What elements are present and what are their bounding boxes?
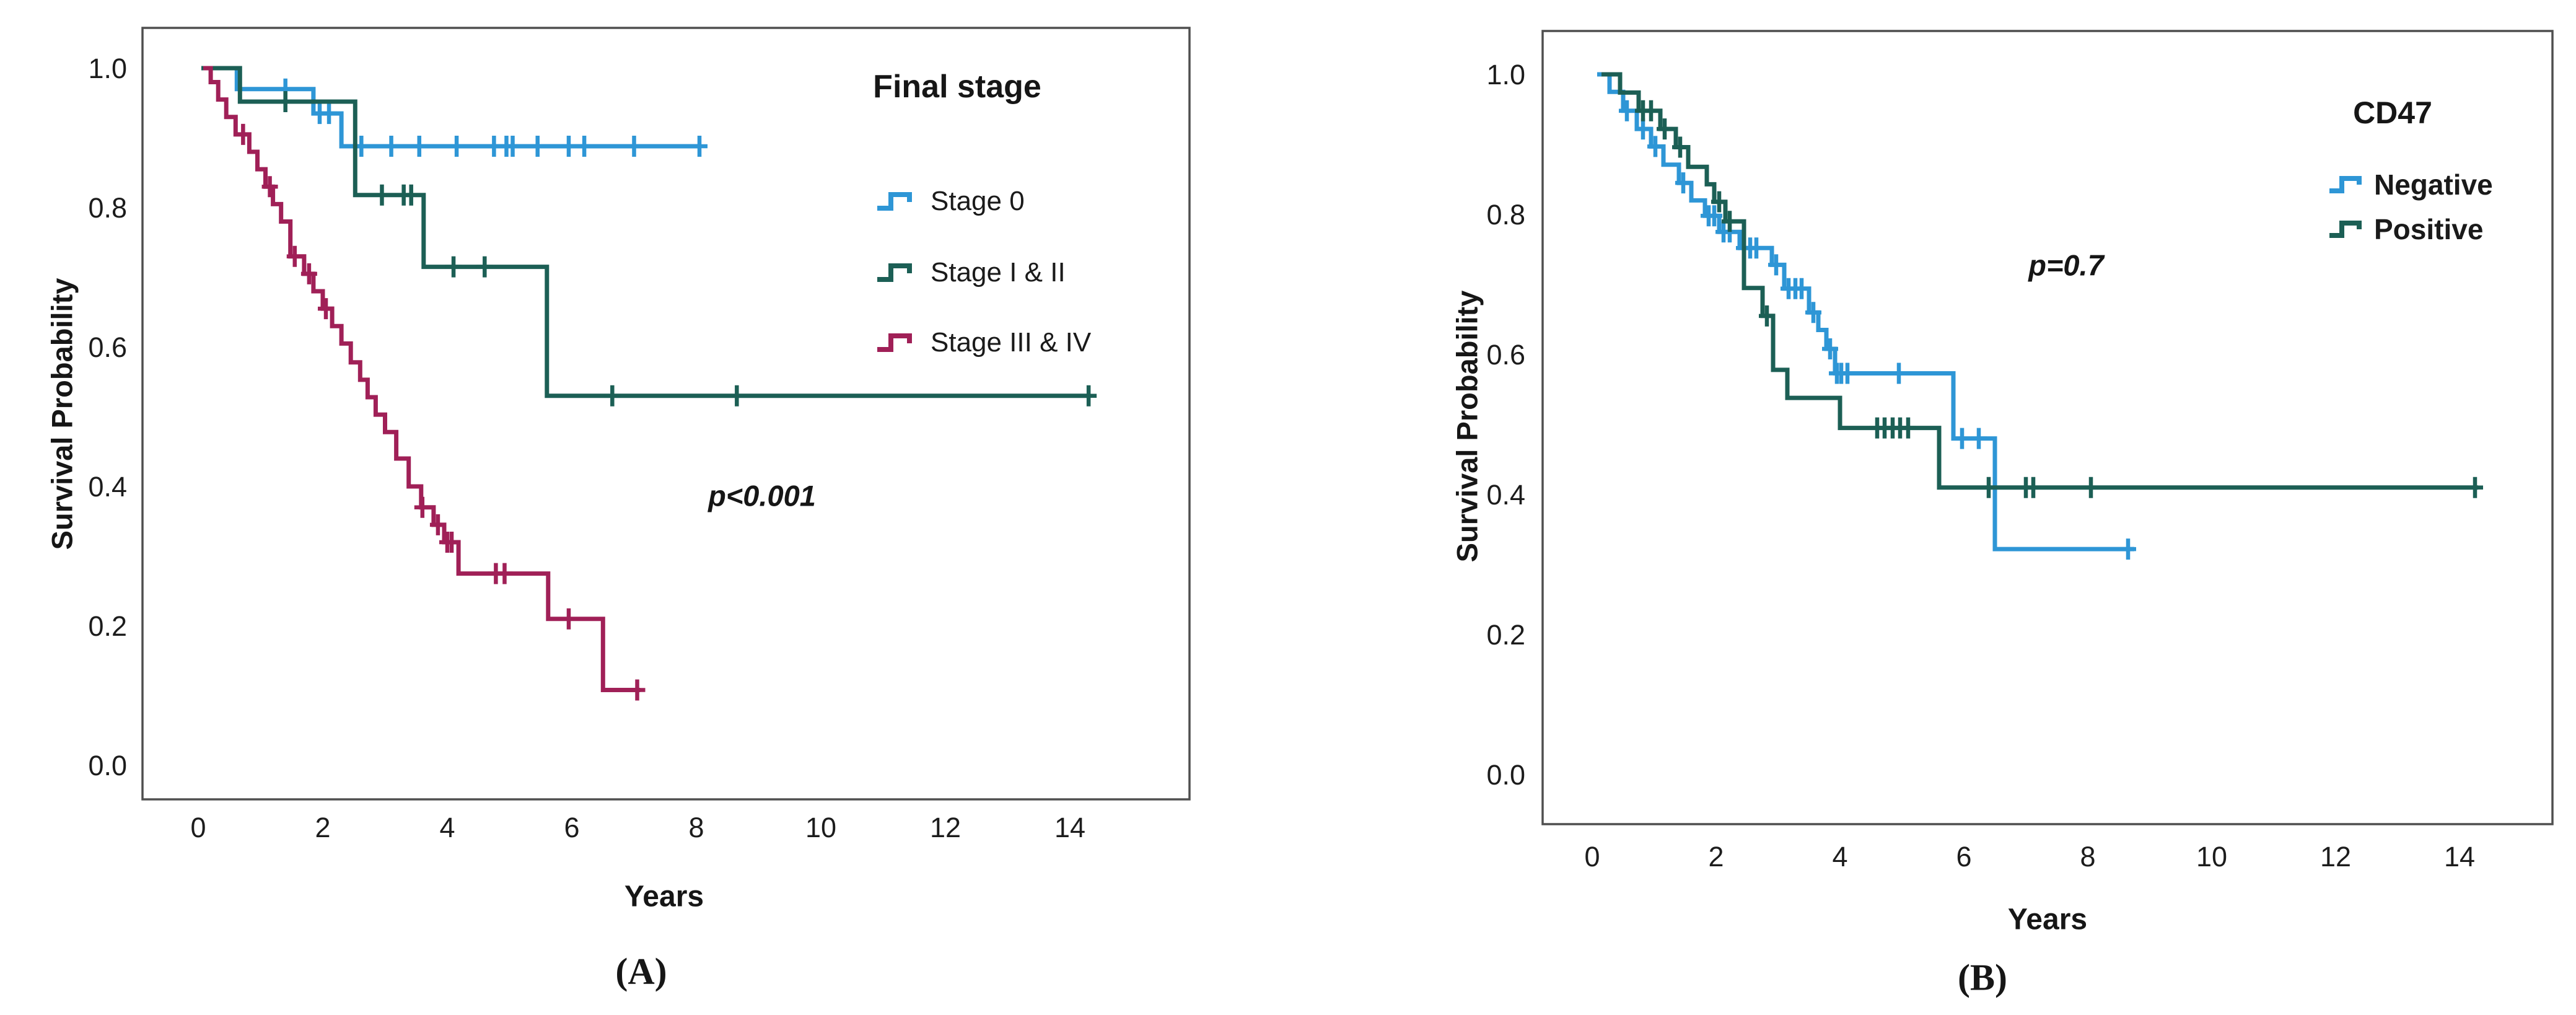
legend-item-stage-0: Stage 0 <box>875 186 1025 217</box>
legend-item-label: Stage 0 <box>931 186 1025 216</box>
svg-text:0.6: 0.6 <box>88 332 127 363</box>
svg-text:0.6: 0.6 <box>1486 339 1525 371</box>
panel-b-x-axis-title: Years <box>2007 903 2088 936</box>
panel-b-p-value: p=0.7 <box>2028 248 2104 282</box>
svg-text:8: 8 <box>2080 841 2095 872</box>
svg-text:0.0: 0.0 <box>88 750 127 781</box>
svg-text:14: 14 <box>2444 841 2475 872</box>
svg-text:0.0: 0.0 <box>1486 759 1525 791</box>
svg-text:0.8: 0.8 <box>1486 199 1525 231</box>
legend-item-negative: Negative <box>2327 168 2493 201</box>
panel-b-legend-title: CD47 <box>2353 95 2432 130</box>
legend-item-stage-3-4: Stage III & IV <box>875 327 1091 358</box>
step-line-icon <box>875 188 922 214</box>
svg-text:0.8: 0.8 <box>88 192 127 224</box>
step-line-icon <box>875 260 922 286</box>
legend-item-positive: Positive <box>2327 213 2483 246</box>
svg-text:2: 2 <box>315 812 330 843</box>
panel-a-x-axis-title: Years <box>624 880 704 913</box>
svg-text:1.0: 1.0 <box>88 53 127 84</box>
svg-text:0: 0 <box>1584 841 1600 872</box>
svg-text:14: 14 <box>1054 812 1085 843</box>
svg-text:0.4: 0.4 <box>88 471 127 503</box>
svg-text:4: 4 <box>1832 841 1847 872</box>
svg-text:10: 10 <box>2196 841 2227 872</box>
step-line-icon <box>2327 172 2370 197</box>
svg-text:2: 2 <box>1708 841 1724 872</box>
step-line-icon <box>2327 217 2370 242</box>
panel-a-legend-title: Final stage <box>873 69 1041 105</box>
legend-item-label: Negative <box>2374 169 2493 201</box>
svg-text:0: 0 <box>190 812 206 843</box>
legend-item-label: Positive <box>2374 213 2484 245</box>
legend-item-label: Stage III & IV <box>931 327 1092 358</box>
svg-text:12: 12 <box>2320 841 2351 872</box>
svg-text:1.0: 1.0 <box>1486 59 1525 90</box>
svg-text:6: 6 <box>564 812 579 843</box>
svg-text:6: 6 <box>1956 841 1971 872</box>
panel-b-y-axis-title: Survival Probability <box>1450 290 1484 563</box>
panel-b-caption: (B) <box>1958 957 2007 998</box>
step-line-icon <box>875 330 922 356</box>
svg-text:4: 4 <box>439 812 455 843</box>
panel-a-caption: (A) <box>615 951 667 992</box>
svg-text:0.2: 0.2 <box>1486 619 1525 651</box>
svg-text:12: 12 <box>930 812 961 843</box>
svg-text:10: 10 <box>805 812 836 843</box>
legend-item-stage-1-2: Stage I & II <box>875 257 1066 288</box>
svg-text:8: 8 <box>688 812 704 843</box>
panel-a-p-value: p<0.001 <box>708 479 816 512</box>
svg-text:0.2: 0.2 <box>88 610 127 642</box>
svg-text:0.4: 0.4 <box>1486 479 1525 511</box>
panel-a-y-axis-title: Survival Probability <box>45 278 79 550</box>
legend-item-label: Stage I & II <box>931 257 1066 288</box>
